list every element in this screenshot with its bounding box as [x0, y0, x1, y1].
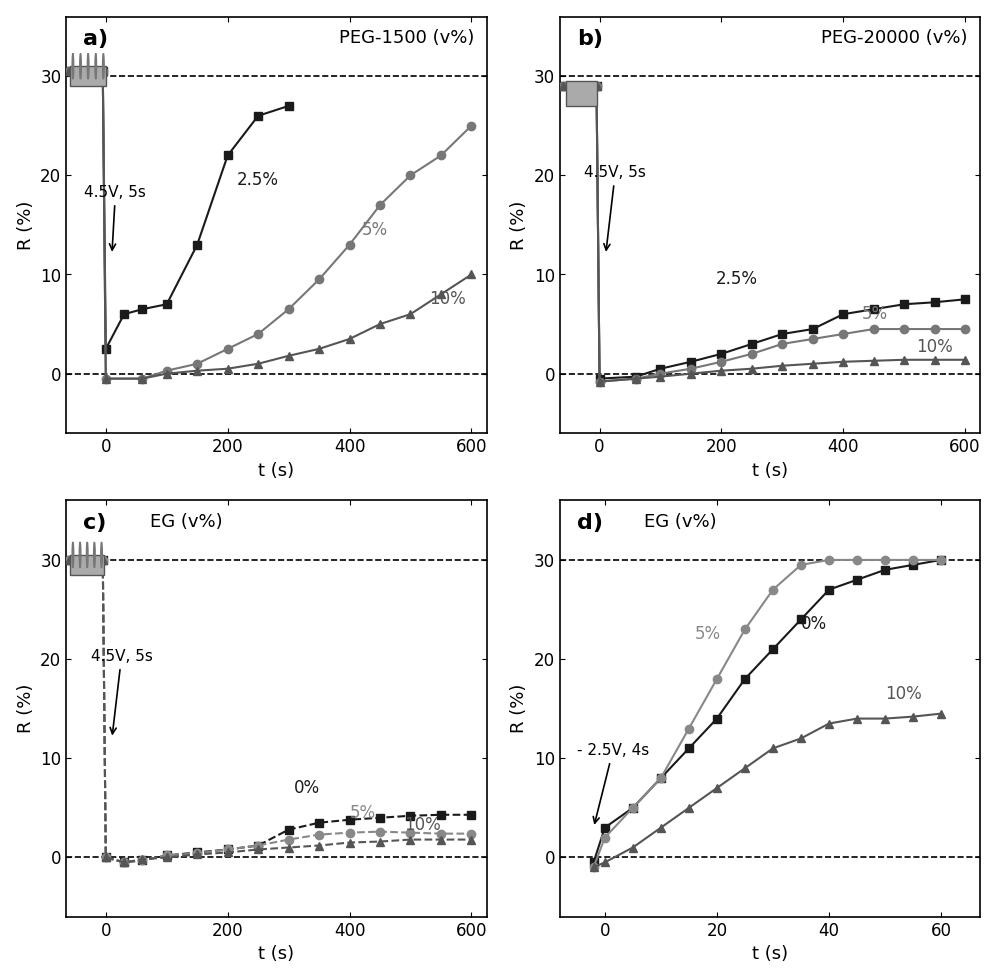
Circle shape [80, 53, 81, 79]
Circle shape [103, 53, 104, 79]
Y-axis label: R (%): R (%) [510, 684, 528, 733]
X-axis label: t (s): t (s) [752, 946, 788, 963]
X-axis label: t (s): t (s) [258, 946, 294, 963]
Text: 2.5%: 2.5% [237, 172, 279, 189]
Y-axis label: R (%): R (%) [17, 684, 35, 733]
Text: 10%: 10% [429, 290, 465, 309]
Text: b): b) [577, 29, 603, 49]
Text: 2.5%: 2.5% [715, 270, 757, 288]
Text: PEG-1500 (v%): PEG-1500 (v%) [339, 29, 474, 47]
Text: 4.5V, 5s: 4.5V, 5s [91, 649, 152, 734]
Text: 0%: 0% [293, 779, 320, 797]
Circle shape [87, 53, 89, 79]
Text: 10%: 10% [885, 685, 922, 703]
Bar [70, 67, 106, 86]
Bar [70, 555, 104, 575]
Circle shape [95, 53, 97, 79]
Circle shape [86, 542, 88, 567]
Circle shape [101, 542, 102, 567]
Text: EG (v%): EG (v%) [150, 513, 223, 531]
Text: 5%: 5% [362, 220, 388, 239]
Circle shape [72, 53, 74, 79]
Text: EG (v%): EG (v%) [644, 513, 717, 531]
Text: 10%: 10% [916, 338, 953, 356]
X-axis label: t (s): t (s) [752, 462, 788, 479]
Text: 0%: 0% [801, 615, 827, 633]
Y-axis label: R (%): R (%) [510, 200, 528, 250]
Text: 5%: 5% [694, 625, 721, 643]
Bar [566, 81, 597, 106]
Text: PEG-20000 (v%): PEG-20000 (v%) [821, 29, 968, 47]
Text: c): c) [83, 513, 106, 533]
Text: d): d) [577, 513, 603, 533]
Text: 4.5V, 5s: 4.5V, 5s [84, 185, 146, 250]
Text: a): a) [83, 29, 108, 49]
X-axis label: t (s): t (s) [258, 462, 294, 479]
Y-axis label: R (%): R (%) [17, 200, 35, 250]
Text: 10%: 10% [404, 815, 441, 834]
Circle shape [94, 542, 95, 567]
Circle shape [72, 542, 74, 567]
Text: 5%: 5% [862, 305, 888, 323]
Circle shape [79, 542, 81, 567]
Text: 5%: 5% [350, 804, 376, 822]
Text: 4.5V, 5s: 4.5V, 5s [584, 166, 646, 250]
Text: - 2.5V, 4s: - 2.5V, 4s [577, 743, 649, 823]
